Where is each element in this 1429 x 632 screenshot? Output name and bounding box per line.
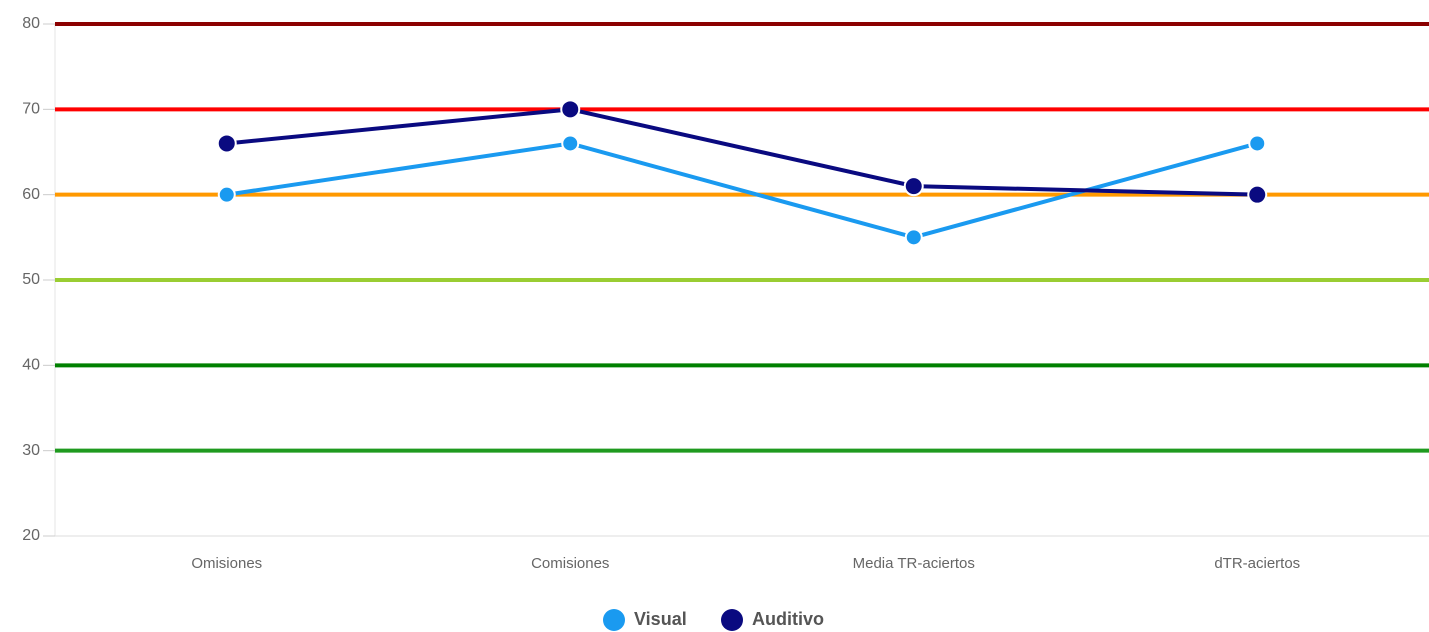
legend-label: Visual — [634, 609, 687, 629]
x-tick-label: Media TR-aciertos — [853, 555, 975, 572]
data-point — [560, 99, 581, 120]
data-point — [216, 133, 237, 154]
y-tick-label: 30 — [22, 442, 40, 459]
data-point — [1248, 134, 1267, 153]
data-point — [217, 185, 236, 204]
y-tick-label: 40 — [22, 357, 40, 374]
data-point — [561, 134, 580, 153]
legend-marker — [603, 609, 625, 631]
y-tick-label: 20 — [22, 527, 40, 544]
x-tick-label: Comisiones — [531, 555, 609, 572]
data-point — [903, 176, 924, 197]
y-tick-label: 50 — [22, 271, 40, 288]
legend-marker — [721, 609, 743, 631]
x-tick-label: dTR-aciertos — [1214, 555, 1300, 572]
legend-label: Auditivo — [752, 609, 824, 629]
y-tick-label: 80 — [22, 15, 40, 32]
data-point — [904, 228, 923, 247]
x-tick-label: Omisiones — [191, 555, 262, 572]
y-tick-label: 70 — [22, 101, 40, 118]
y-tick-label: 60 — [22, 186, 40, 203]
data-point — [1247, 184, 1268, 205]
series-line — [226, 107, 1258, 197]
